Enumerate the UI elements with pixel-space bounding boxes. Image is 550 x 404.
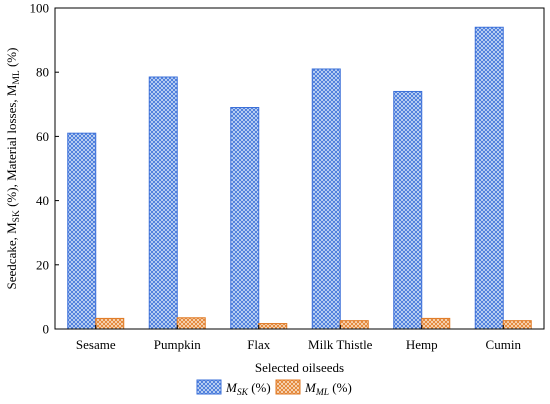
x-tick-label: Hemp xyxy=(406,337,438,352)
bar-mml-cumin xyxy=(502,320,532,330)
x-tick-label: Pumpkin xyxy=(154,337,201,352)
y-axis-title: Seedcake, MSK (%), Material losses, MML … xyxy=(4,48,22,290)
bar-msk-hemp xyxy=(393,90,423,330)
y-axis-ticks: 0 20 40 60 80 100 xyxy=(30,1,59,337)
plot-area-frame xyxy=(54,7,545,330)
legend-swatch-msk xyxy=(196,379,222,395)
bar-mml-hemp xyxy=(421,317,451,330)
x-axis-title: Selected oilseeds xyxy=(255,360,344,375)
bar-msk-flax xyxy=(230,107,260,330)
legend: MSK (%) MML (%) xyxy=(196,379,352,398)
bar-mml-sesame xyxy=(95,317,125,330)
bar-msk-milk-thistle xyxy=(311,68,341,330)
bar-mml-flax xyxy=(258,323,288,330)
bar-mml-milk-thistle xyxy=(339,320,369,330)
legend-label-mml: MML (%) xyxy=(304,380,352,398)
bars-group xyxy=(67,26,532,330)
bar-msk-cumin xyxy=(474,26,504,330)
y-tick-label: 60 xyxy=(36,129,49,144)
bar-msk-pumpkin xyxy=(148,76,178,330)
y-tick-label: 0 xyxy=(43,322,50,337)
bar-mml-pumpkin xyxy=(176,317,206,330)
bar-msk-sesame xyxy=(67,132,97,330)
x-tick-label: Sesame xyxy=(76,337,116,352)
y-tick-label: 80 xyxy=(36,65,49,80)
x-axis-ticks: Sesame Pumpkin Flax Milk Thistle Hemp Cumin xyxy=(76,325,522,352)
legend-swatch-mml xyxy=(275,379,301,395)
legend-label-msk: MSK (%) xyxy=(225,380,271,398)
y-tick-label: 40 xyxy=(36,193,49,208)
x-tick-label: Flax xyxy=(247,337,271,352)
x-tick-label: Cumin xyxy=(486,337,522,352)
y-tick-label: 20 xyxy=(36,257,49,272)
y-tick-label: 100 xyxy=(30,1,50,16)
x-tick-label: Milk Thistle xyxy=(308,337,373,352)
